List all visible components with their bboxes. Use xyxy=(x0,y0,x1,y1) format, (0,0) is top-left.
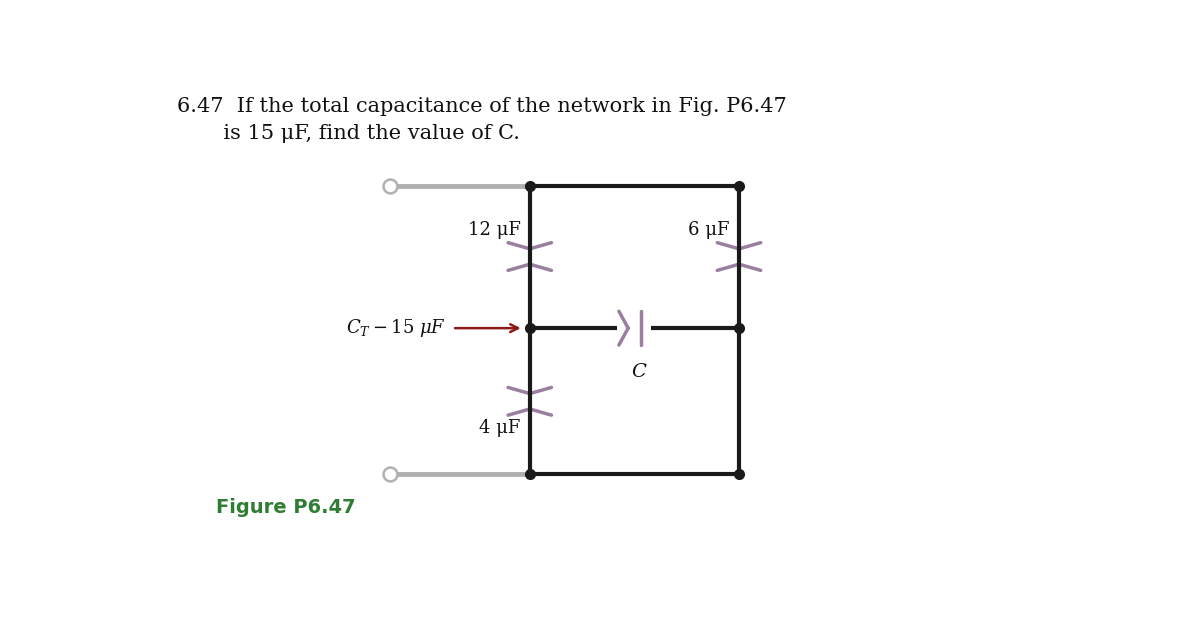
Text: $C_T-15\ \mu F$: $C_T-15\ \mu F$ xyxy=(346,317,446,339)
Text: Figure P6.47: Figure P6.47 xyxy=(216,498,355,517)
Text: is 15 μF, find the value of C.: is 15 μF, find the value of C. xyxy=(178,124,520,143)
Text: 6 μF: 6 μF xyxy=(689,221,730,239)
Text: 6.47  If the total capacitance of the network in Fig. P6.47: 6.47 If the total capacitance of the net… xyxy=(178,97,787,116)
Text: C: C xyxy=(631,363,646,381)
Text: 4 μF: 4 μF xyxy=(479,419,521,437)
Text: 12 μF: 12 μF xyxy=(468,221,521,239)
